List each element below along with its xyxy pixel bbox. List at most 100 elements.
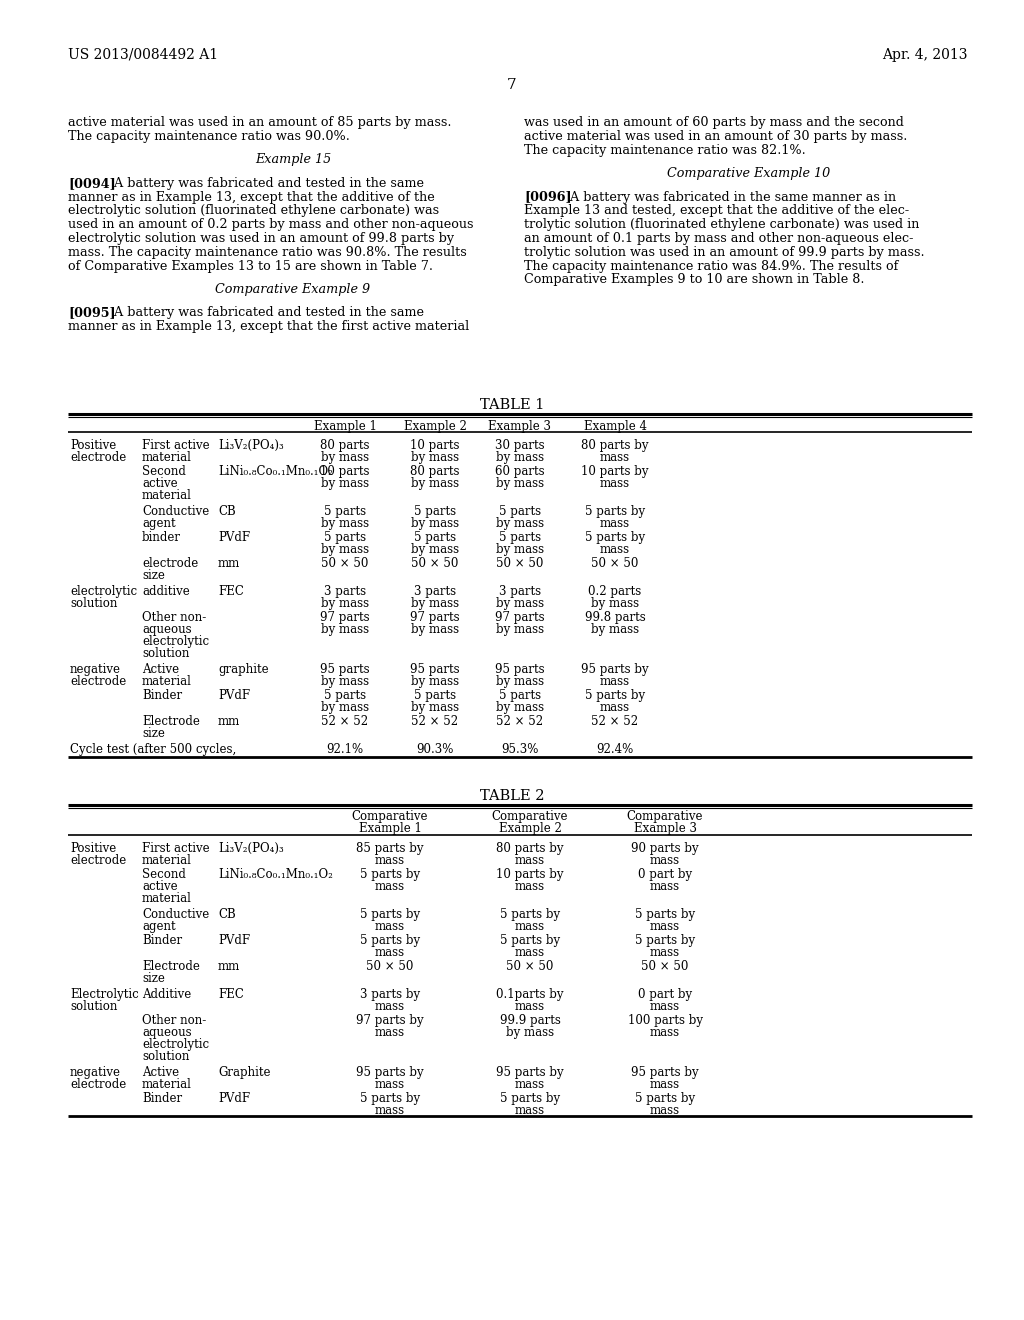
Text: 5 parts: 5 parts — [414, 689, 456, 702]
Text: 50 × 50: 50 × 50 — [497, 557, 544, 570]
Text: by mass: by mass — [321, 517, 369, 531]
Text: aqueous: aqueous — [142, 623, 191, 636]
Text: trolytic solution was used in an amount of 99.9 parts by mass.: trolytic solution was used in an amount … — [524, 246, 925, 259]
Text: 60 parts: 60 parts — [496, 465, 545, 478]
Text: A battery was fabricated and tested in the same: A battery was fabricated and tested in t… — [102, 306, 424, 319]
Text: used in an amount of 0.2 parts by mass and other non-aqueous: used in an amount of 0.2 parts by mass a… — [68, 218, 473, 231]
Text: by mass: by mass — [411, 597, 459, 610]
Text: 50 × 50: 50 × 50 — [591, 557, 639, 570]
Text: 97 parts by: 97 parts by — [356, 1014, 424, 1027]
Text: by mass: by mass — [411, 477, 459, 490]
Text: A battery was fabricated in the same manner as in: A battery was fabricated in the same man… — [558, 190, 896, 203]
Text: agent: agent — [142, 920, 176, 933]
Text: by mass: by mass — [321, 451, 369, 465]
Text: 5 parts: 5 parts — [414, 531, 456, 544]
Text: 90 parts by: 90 parts by — [631, 842, 698, 855]
Text: mass. The capacity maintenance ratio was 90.8%. The results: mass. The capacity maintenance ratio was… — [68, 246, 467, 259]
Text: CB: CB — [218, 908, 236, 921]
Text: active: active — [142, 880, 177, 894]
Text: 5 parts: 5 parts — [324, 689, 366, 702]
Text: Example 13 and tested, except that the additive of the elec-: Example 13 and tested, except that the a… — [524, 205, 909, 218]
Text: electrolytic: electrolytic — [142, 1038, 209, 1051]
Text: size: size — [142, 727, 165, 741]
Text: material: material — [142, 854, 191, 867]
Text: Example 4: Example 4 — [584, 420, 646, 433]
Text: by mass: by mass — [496, 701, 544, 714]
Text: electrode: electrode — [70, 451, 126, 465]
Text: 10 parts by: 10 parts by — [497, 869, 564, 880]
Text: CB: CB — [218, 506, 236, 517]
Text: by mass: by mass — [411, 701, 459, 714]
Text: by mass: by mass — [411, 517, 459, 531]
Text: electrolytic: electrolytic — [70, 585, 137, 598]
Text: mass: mass — [650, 854, 680, 867]
Text: 90.3%: 90.3% — [417, 743, 454, 756]
Text: by mass: by mass — [496, 623, 544, 636]
Text: mass: mass — [650, 1078, 680, 1092]
Text: 5 parts by: 5 parts by — [360, 935, 420, 946]
Text: 10 parts: 10 parts — [321, 465, 370, 478]
Text: [0094]: [0094] — [68, 177, 116, 190]
Text: negative: negative — [70, 1067, 121, 1078]
Text: by mass: by mass — [591, 597, 639, 610]
Text: FEC: FEC — [218, 987, 244, 1001]
Text: 52 × 52: 52 × 52 — [322, 715, 369, 729]
Text: 5 parts: 5 parts — [499, 506, 541, 517]
Text: material: material — [142, 451, 191, 465]
Text: Binder: Binder — [142, 689, 182, 702]
Text: A battery was fabricated and tested in the same: A battery was fabricated and tested in t… — [102, 177, 424, 190]
Text: by mass: by mass — [591, 623, 639, 636]
Text: 99.9 parts: 99.9 parts — [500, 1014, 560, 1027]
Text: was used in an amount of 60 parts by mass and the second: was used in an amount of 60 parts by mas… — [524, 116, 904, 129]
Text: electrolytic solution was used in an amount of 99.8 parts by: electrolytic solution was used in an amo… — [68, 232, 454, 246]
Text: 5 parts by: 5 parts by — [635, 1092, 695, 1105]
Text: Comparative Example 9: Comparative Example 9 — [215, 282, 371, 296]
Text: Second: Second — [142, 465, 186, 478]
Text: mass: mass — [650, 920, 680, 933]
Text: Binder: Binder — [142, 1092, 182, 1105]
Text: 85 parts by: 85 parts by — [356, 842, 424, 855]
Text: mass: mass — [515, 920, 545, 933]
Text: mass: mass — [650, 1026, 680, 1039]
Text: solution: solution — [142, 1049, 189, 1063]
Text: electrolytic solution (fluorinated ethylene carbonate) was: electrolytic solution (fluorinated ethyl… — [68, 205, 439, 218]
Text: Example 1: Example 1 — [313, 420, 377, 433]
Text: PVdF: PVdF — [218, 531, 250, 544]
Text: trolytic solution (fluorinated ethylene carbonate) was used in: trolytic solution (fluorinated ethylene … — [524, 218, 920, 231]
Text: by mass: by mass — [321, 675, 369, 688]
Text: negative: negative — [70, 663, 121, 676]
Text: electrode: electrode — [70, 675, 126, 688]
Text: 5 parts by: 5 parts by — [360, 908, 420, 921]
Text: FEC: FEC — [218, 585, 244, 598]
Text: mass: mass — [600, 675, 630, 688]
Text: manner as in Example 13, except that the first active material: manner as in Example 13, except that the… — [68, 321, 469, 333]
Text: mass: mass — [600, 543, 630, 556]
Text: 30 parts: 30 parts — [496, 440, 545, 451]
Text: 5 parts: 5 parts — [324, 506, 366, 517]
Text: 0 part by: 0 part by — [638, 987, 692, 1001]
Text: 5 parts by: 5 parts by — [635, 908, 695, 921]
Text: mass: mass — [650, 1001, 680, 1012]
Text: Comparative: Comparative — [492, 810, 568, 822]
Text: mass: mass — [515, 1001, 545, 1012]
Text: mass: mass — [600, 701, 630, 714]
Text: 95 parts by: 95 parts by — [582, 663, 649, 676]
Text: 100 parts by: 100 parts by — [628, 1014, 702, 1027]
Text: mass: mass — [600, 477, 630, 490]
Text: 5 parts: 5 parts — [324, 531, 366, 544]
Text: 3 parts: 3 parts — [324, 585, 366, 598]
Text: by mass: by mass — [506, 1026, 554, 1039]
Text: mass: mass — [375, 1001, 406, 1012]
Text: mass: mass — [600, 517, 630, 531]
Text: Comparative Examples 9 to 10 are shown in Table 8.: Comparative Examples 9 to 10 are shown i… — [524, 273, 864, 286]
Text: Example 1: Example 1 — [358, 822, 422, 836]
Text: 3 parts: 3 parts — [499, 585, 541, 598]
Text: 10 parts: 10 parts — [411, 440, 460, 451]
Text: Li₃V₂(PO₄)₃: Li₃V₂(PO₄)₃ — [218, 440, 284, 451]
Text: First active: First active — [142, 440, 210, 451]
Text: solution: solution — [70, 597, 118, 610]
Text: Positive: Positive — [70, 842, 117, 855]
Text: 52 × 52: 52 × 52 — [412, 715, 459, 729]
Text: an amount of 0.1 parts by mass and other non-aqueous elec-: an amount of 0.1 parts by mass and other… — [524, 232, 913, 246]
Text: active material was used in an amount of 30 parts by mass.: active material was used in an amount of… — [524, 129, 907, 143]
